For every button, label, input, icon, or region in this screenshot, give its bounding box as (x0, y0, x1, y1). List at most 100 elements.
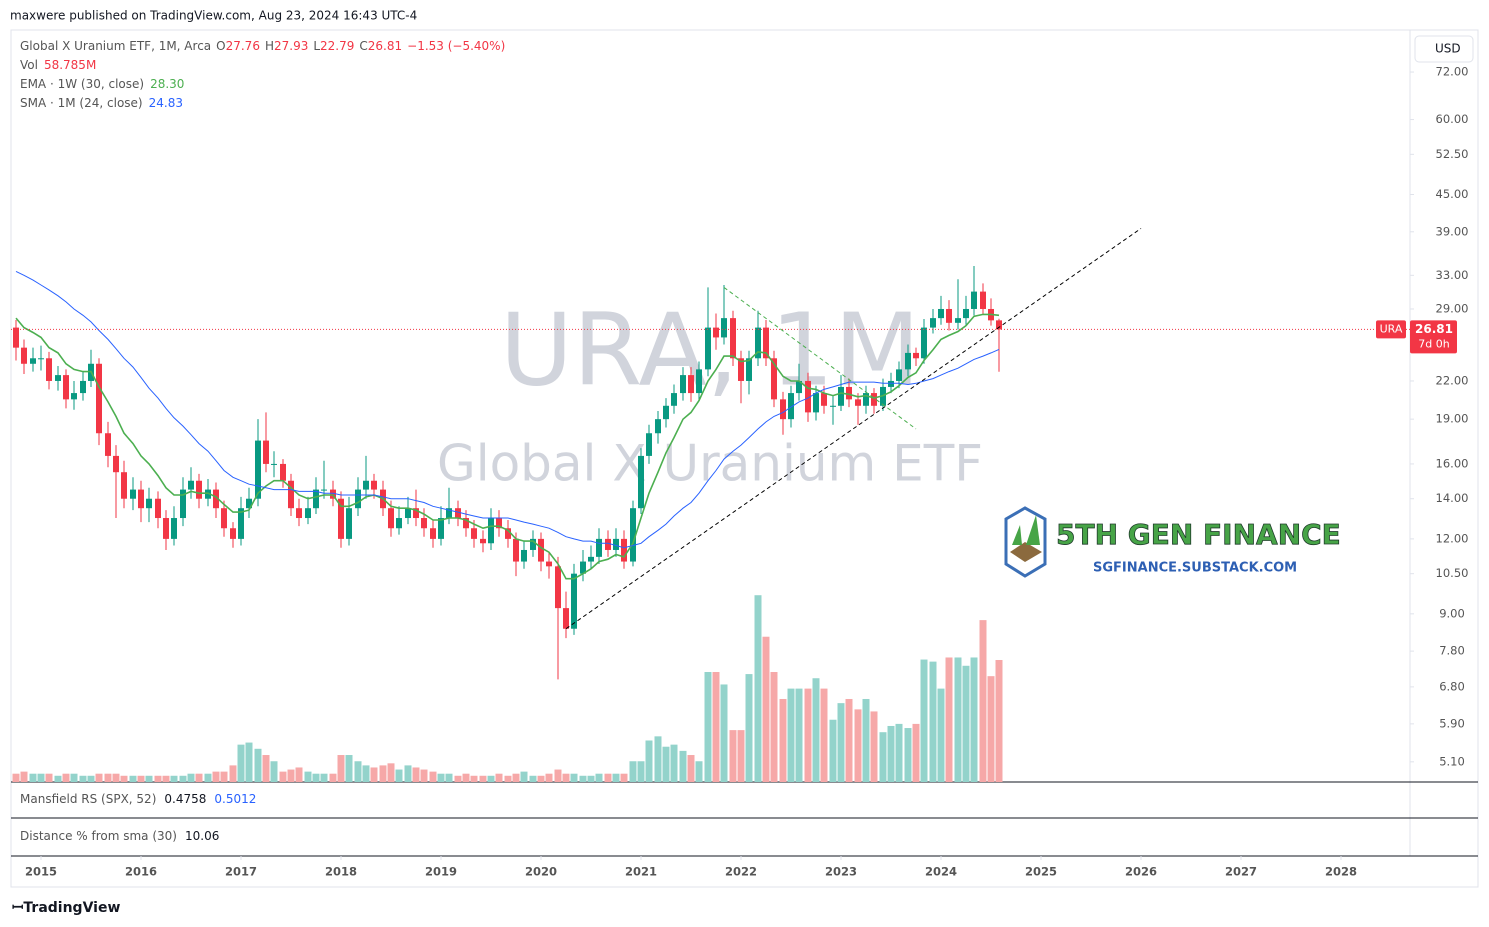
pane-legend: Mansfield RS (SPX, 52) 0.4758 0.5012 (20, 792, 256, 806)
volume-bar (154, 775, 162, 782)
logo-base (1010, 542, 1042, 562)
candle-body (413, 508, 419, 519)
volume-bar (837, 703, 845, 782)
y-tick-label: 19.00 (1436, 412, 1469, 426)
legend-item: Global X Uranium ETF, 1M, Arca (20, 39, 211, 53)
candle-body (205, 489, 211, 499)
candle-body (280, 463, 286, 481)
candle-body (838, 386, 844, 406)
candle-body (480, 538, 486, 544)
candle-body (38, 358, 44, 360)
candle-body (830, 405, 836, 407)
volume-bar (995, 660, 1003, 782)
candle-body (230, 528, 236, 539)
candle-body (896, 369, 902, 381)
candle-body (346, 508, 352, 539)
candle-body (613, 538, 619, 550)
y-tick-label: 5.90 (1439, 716, 1465, 730)
volume-bar (279, 771, 287, 782)
footer-brand-text: TradingView (23, 900, 120, 916)
candle-body (646, 433, 652, 456)
candle-body (363, 480, 369, 490)
legend-item: Vol (20, 58, 38, 72)
volume-bar (795, 688, 803, 782)
y-tick-label: 52.50 (1436, 147, 1469, 161)
candle-body (213, 489, 219, 509)
candle-body (563, 608, 569, 629)
candle-body (13, 327, 19, 348)
volume-bar (887, 725, 895, 782)
volume-bar (779, 698, 787, 782)
symbol-tag-text: URA (1380, 322, 1403, 335)
volume-bar (387, 763, 395, 782)
volume-bar (437, 773, 445, 782)
legend-item: 24.83 (149, 96, 183, 110)
volume-bar (120, 775, 128, 782)
candle-body (588, 556, 594, 562)
volume-bar (54, 775, 62, 782)
volume-bar (429, 771, 437, 782)
legend-item: 58.785M (44, 58, 96, 72)
volume-bar (87, 775, 95, 782)
volume-bar (70, 773, 78, 782)
candle-body (871, 393, 877, 406)
candle-body (121, 472, 127, 499)
volume-bar (737, 730, 745, 782)
price-tag-text: 26.81 (1415, 322, 1453, 336)
volume-bar (329, 773, 337, 782)
volume-bar (670, 744, 678, 782)
volume-bar (345, 755, 353, 782)
volume-bar (254, 748, 262, 782)
candle-body (505, 528, 511, 539)
currency-label: USD (1435, 42, 1461, 56)
candle-body (605, 538, 611, 550)
volume-bar (979, 620, 987, 782)
candle-body (321, 489, 327, 491)
x-tick-label: 2019 (425, 865, 457, 879)
legend-item: 27.76 (226, 39, 260, 53)
x-tick-label: 2020 (525, 865, 557, 879)
candle-body (780, 399, 786, 420)
volume-bar (304, 771, 312, 782)
volume-bar (270, 761, 278, 782)
candle-body (938, 308, 944, 319)
volume-bar (212, 771, 220, 782)
y-tick-label: 5.10 (1439, 754, 1465, 768)
volume-bar (704, 672, 712, 782)
currency-button[interactable] (1414, 35, 1474, 63)
logo-leaf (1026, 515, 1040, 545)
volume-bar (854, 709, 862, 782)
volume-bar (295, 767, 303, 782)
volume-bar (337, 755, 345, 782)
volume-bar (845, 698, 853, 782)
candle-body (996, 320, 1002, 330)
volume-bar (820, 688, 828, 782)
volume-bar (579, 775, 587, 782)
volume-bar (945, 657, 953, 782)
volume-bar (195, 773, 203, 782)
legend-sma: SMA · 1M (24, close) 24.83 (20, 96, 183, 110)
y-tick-label: 7.80 (1439, 644, 1465, 658)
volume-bar (920, 659, 928, 782)
candle-body (630, 508, 636, 562)
candle-body (955, 318, 961, 323)
candle-body (188, 480, 194, 490)
x-tick-label: 2027 (1225, 865, 1257, 879)
candle-body (263, 440, 269, 464)
volume-bar (462, 773, 470, 782)
volume-bar (104, 773, 112, 782)
candle-body (530, 538, 536, 550)
volume-bar (745, 674, 753, 782)
publish-header: maxwere published on TradingView.com, Au… (10, 9, 417, 23)
volume-bar (904, 728, 912, 782)
trendline (565, 228, 1142, 630)
logo: 5TH GEN FINANCE SGFINANCE.SUBSTACK.COM (1004, 506, 1341, 578)
volume-bar (620, 773, 628, 782)
volume-bar (470, 775, 478, 782)
x-tick-label: 2028 (1325, 865, 1357, 879)
volume-bar (612, 773, 620, 782)
candle-body (496, 518, 502, 529)
candle-body (521, 549, 527, 562)
volume-bar (170, 775, 178, 782)
candle-body (580, 561, 586, 574)
